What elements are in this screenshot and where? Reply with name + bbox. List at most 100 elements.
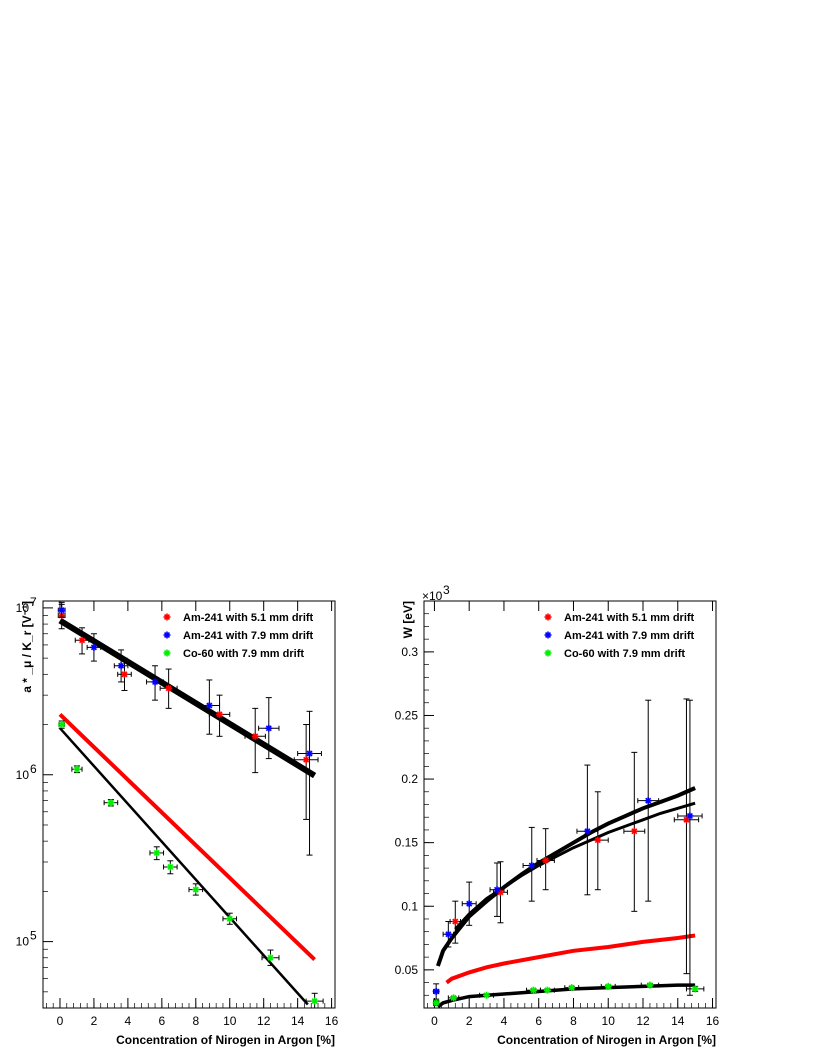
marker xyxy=(692,985,699,992)
marker xyxy=(530,987,537,994)
marker xyxy=(165,685,172,692)
y-tick-label: 0.2 xyxy=(401,772,418,786)
data-point xyxy=(244,707,266,774)
x-tick-label: 4 xyxy=(125,1014,132,1028)
marker xyxy=(544,987,551,994)
data-point xyxy=(536,828,555,891)
data-point xyxy=(222,912,238,925)
data-point xyxy=(449,900,461,944)
y-axis-label: W [eV] xyxy=(401,601,415,638)
data-point xyxy=(208,694,231,737)
data-point xyxy=(163,860,178,875)
plot-frame xyxy=(423,600,717,1009)
marker xyxy=(265,725,272,732)
x-tick-label: 12 xyxy=(636,1014,650,1028)
y-tick-exponent: 6 xyxy=(30,762,37,776)
y-tick-exponent: 7 xyxy=(30,595,37,609)
legend-label: Am-241 with 5.1 mm drift xyxy=(564,612,695,624)
y-tick-label: 10 xyxy=(16,935,30,949)
data-point xyxy=(673,698,700,975)
marker xyxy=(192,886,199,893)
marker xyxy=(252,733,259,740)
data-point xyxy=(576,764,599,896)
data-point xyxy=(685,985,705,993)
legend-label: Co-60 with 7.9 mm drift xyxy=(183,648,304,660)
marker xyxy=(167,863,174,871)
marker xyxy=(542,857,549,864)
y-multiplier: ×10 xyxy=(422,589,443,603)
data-point xyxy=(258,697,280,760)
legend: Am-241 with 5.1 mm drift Am-241 with 7.9 … xyxy=(544,612,695,660)
x-tick-label: 14 xyxy=(291,1014,305,1028)
x-tick-label: 0 xyxy=(431,1014,438,1028)
legend-label: Am-241 with 7.9 mm drift xyxy=(564,630,695,642)
x-tick-label: 2 xyxy=(91,1014,98,1028)
plot-frame xyxy=(42,600,336,1009)
marker xyxy=(528,862,535,869)
data-point xyxy=(432,999,440,1007)
data-point xyxy=(149,846,165,861)
data-point xyxy=(261,949,280,966)
x-tick-label: 12 xyxy=(257,1014,271,1028)
x-tick-label: 8 xyxy=(192,1014,199,1028)
legend-marker xyxy=(544,613,552,621)
x-tick-label: 4 xyxy=(501,1014,508,1028)
legend-marker xyxy=(163,631,171,639)
data-point xyxy=(564,984,580,992)
y-axis-label: a * _μ / K_r [V⁻¹] xyxy=(20,601,34,693)
fit-line-3 xyxy=(59,727,309,1006)
marker xyxy=(107,799,114,806)
legend-label: Am-241 with 7.9 mm drift xyxy=(183,630,314,642)
marker xyxy=(303,756,310,763)
data-point xyxy=(677,699,703,996)
marker xyxy=(631,828,638,835)
x-axis-label: Concentration of Nirogen in Argon [%] xyxy=(116,1033,335,1047)
marker xyxy=(497,889,504,896)
y-tick-label: 0.1 xyxy=(401,899,418,913)
data-point xyxy=(57,601,66,618)
marker xyxy=(568,984,575,991)
fit-line-2 xyxy=(454,801,696,931)
legend-label: Am-241 with 5.1 mm drift xyxy=(183,612,314,624)
marker xyxy=(605,983,612,990)
marker xyxy=(306,750,313,757)
marker xyxy=(121,671,128,678)
marker xyxy=(79,637,86,644)
marker xyxy=(58,721,65,728)
data-point xyxy=(493,861,508,924)
marker xyxy=(445,931,452,938)
x-tick-label: 8 xyxy=(570,1014,577,1028)
data-point xyxy=(489,862,505,917)
marker xyxy=(153,849,160,856)
y-tick-exponent: 5 xyxy=(30,929,37,943)
data-point xyxy=(188,883,204,896)
marker xyxy=(226,915,233,922)
y-multiplier-exponent: 3 xyxy=(443,583,450,597)
marker xyxy=(645,797,652,804)
data-point xyxy=(113,649,129,683)
y-tick-label: 10 xyxy=(16,768,30,782)
data-point xyxy=(539,986,555,994)
marker xyxy=(267,954,274,961)
data-point xyxy=(522,826,541,902)
marker xyxy=(118,662,125,669)
fit-line-1 xyxy=(436,786,696,967)
marker xyxy=(450,994,457,1001)
marker xyxy=(216,711,223,718)
data-point xyxy=(146,665,165,701)
marker xyxy=(311,998,318,1005)
marker xyxy=(483,992,490,999)
chart-panel-2: 0 2 4 6 8 10 12 14 16 0.05 0.1 0.15 0.2 0.25 0.3 Concen… xyxy=(395,583,720,1047)
x-tick-label: 6 xyxy=(158,1014,165,1028)
data-point xyxy=(461,881,477,926)
data-point xyxy=(74,627,90,655)
data-point xyxy=(58,720,66,729)
x-tick-label: 10 xyxy=(223,1014,237,1028)
x-axis-label: Concentration of Nirogen in Argon [%] xyxy=(497,1033,716,1047)
data-point xyxy=(117,657,132,691)
data-point xyxy=(637,699,660,902)
marker xyxy=(594,837,601,844)
legend-marker xyxy=(163,613,171,621)
y-tick-label: 0.15 xyxy=(395,836,419,850)
